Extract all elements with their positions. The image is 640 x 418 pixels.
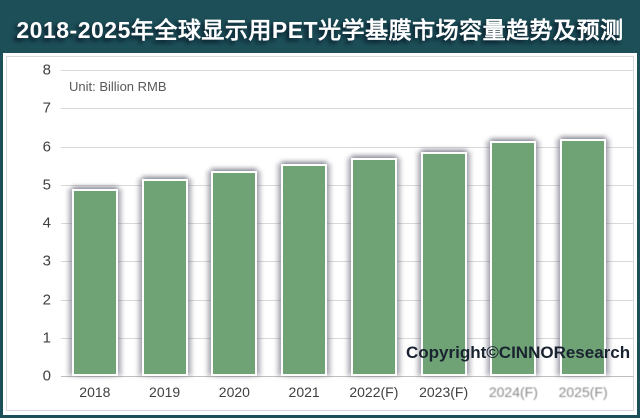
title-bar: 2018-2025年全球显示用PET光学基膜市场容量趋势及预测 xyxy=(3,3,637,53)
x-tick-label-2019: 2019 xyxy=(149,384,181,400)
x-tick-label-2020: 2020 xyxy=(218,384,250,400)
x-tick-label-2025(F): 2025(F) xyxy=(558,384,608,400)
y-tick-label-1: 1 xyxy=(42,329,51,347)
y-tick-label-8: 8 xyxy=(42,61,51,79)
chart-canvas: Unit: Billion RMB 0 1 2 3 4 5 6 7 8 2018 2019 2020… xyxy=(6,56,634,411)
gridline-y2 xyxy=(61,299,634,301)
gridline-y5 xyxy=(61,184,634,186)
y-tick-label-5: 5 xyxy=(42,176,51,194)
copyright-watermark: Copyright©CINNOResearch xyxy=(406,343,631,362)
gridline-y7 xyxy=(61,108,634,110)
bar-2021 xyxy=(281,163,328,376)
y-tick-label-0: 0 xyxy=(42,367,51,385)
y-tick-label-2: 2 xyxy=(42,291,51,308)
x-tick-label-2022(F): 2022(F) xyxy=(349,384,399,400)
chart-title: 2018-2025年全球显示用PET光学基膜市场容量趋势及预测 xyxy=(16,17,624,43)
x-tick-label-2023(F): 2023(F) xyxy=(419,384,469,400)
gridline-y4 xyxy=(61,223,634,224)
x-axis: 2018 2019 2020 2021 2022(F) 2023(F) 2024(F) 202… xyxy=(60,384,618,406)
gridline-y3 xyxy=(61,261,634,263)
y-tick-label-7: 7 xyxy=(42,99,51,117)
x-tick-label-2024(F): 2024(F) xyxy=(488,384,538,400)
y-tick-label-6: 6 xyxy=(42,138,51,155)
y-tick-label-4: 4 xyxy=(42,214,51,232)
gridline-y8 xyxy=(61,70,634,71)
gridline-y1 xyxy=(61,337,634,339)
x-tick-label-2018: 2018 xyxy=(79,384,111,400)
x-tick-label-2021: 2021 xyxy=(288,384,320,400)
gridline-y0 xyxy=(61,376,634,377)
bar-2022(F) xyxy=(350,157,397,376)
bar-2025(F) xyxy=(560,138,607,376)
plot-area xyxy=(61,70,634,377)
y-tick-label-3: 3 xyxy=(42,252,51,270)
gridline-y6 xyxy=(61,146,634,148)
bar-2023(F) xyxy=(420,152,467,376)
bar-series xyxy=(60,70,618,376)
bar-2024(F) xyxy=(490,140,537,376)
bar-2019 xyxy=(141,179,188,376)
unit-label: Unit: Billion RMB xyxy=(69,79,167,94)
bar-2020 xyxy=(211,171,258,376)
bar-2018 xyxy=(71,188,118,376)
